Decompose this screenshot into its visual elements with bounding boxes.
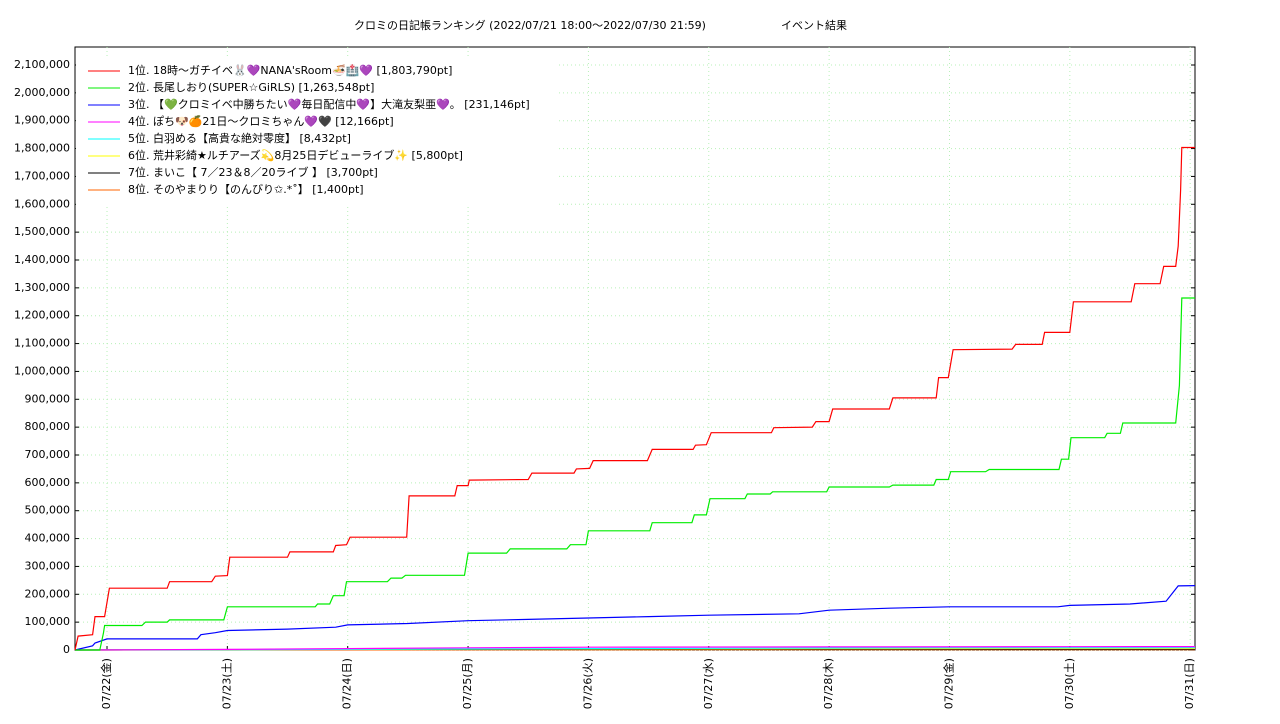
y-tick-label: 700,000 <box>25 448 71 461</box>
y-tick-label: 800,000 <box>25 420 71 433</box>
y-tick-label: 1,500,000 <box>14 225 70 238</box>
legend-label: 4位. ぽち🐶🍊21日〜クロミちゃん💜🖤 [12,166pt] <box>128 114 394 128</box>
x-tick-label: 07/25(月) <box>461 658 474 709</box>
legend-label: 3位. 【💚クロミイベ中勝ちたい💜毎日配信中💜】大滝友梨亜💜。 [231,146… <box>128 97 530 111</box>
y-tick-label: 300,000 <box>25 559 71 572</box>
y-tick-label: 2,000,000 <box>14 86 70 99</box>
y-tick-label: 1,800,000 <box>14 142 70 155</box>
x-tick-label: 07/31(日) <box>1183 658 1196 709</box>
y-tick-label: 200,000 <box>25 587 71 600</box>
y-tick-label: 400,000 <box>25 532 71 545</box>
series-line <box>75 298 1195 650</box>
x-tick-label: 07/27(水) <box>702 658 715 709</box>
y-tick-label: 500,000 <box>25 504 71 517</box>
y-tick-label: 1,100,000 <box>14 337 70 350</box>
y-tick-label: 1,300,000 <box>14 281 70 294</box>
y-tick-label: 900,000 <box>25 392 71 405</box>
series-line <box>75 148 1195 651</box>
chart-subtitle: イベント結果 <box>781 18 847 32</box>
x-tick-label: 07/26(火) <box>581 658 594 709</box>
y-tick-label: 1,900,000 <box>14 114 70 127</box>
y-tick-label: 1,000,000 <box>14 364 70 377</box>
y-tick-label: 2,100,000 <box>14 58 70 71</box>
x-tick-label: 07/30(土) <box>1063 658 1076 709</box>
legend-label: 8位. そのやまりり【のんびり✩.*˚】 [1,400pt] <box>128 182 364 196</box>
legend-label: 1位. 18時〜ガチイベ🐰💜NANA'sRoom🍜🏥💜 [1,803,790pt… <box>128 63 452 77</box>
y-tick-label: 1,400,000 <box>14 253 70 266</box>
x-tick-label: 07/28(木) <box>822 658 835 709</box>
x-tick-label: 07/22(金) <box>99 658 113 709</box>
y-tick-label: 1,200,000 <box>14 309 70 322</box>
x-tick-label: 07/24(日) <box>341 658 354 709</box>
chart-title: クロミの日記帳ランキング (2022/07/21 18:00〜2022/07/3… <box>354 18 706 32</box>
legend-label: 7位. まいこ【 7／23＆8／20ライブ 】 [3,700pt] <box>128 165 378 179</box>
x-tick-label: 07/29(金) <box>941 658 955 709</box>
legend-label: 2位. 長尾しおり(SUPER☆GiRLS) [1,263,548pt] <box>128 80 374 94</box>
y-tick-label: 100,000 <box>25 615 71 628</box>
y-tick-label: 1,600,000 <box>14 197 70 210</box>
legend-label: 5位. 白羽める【高貴な絶対零度】 [8,432pt] <box>128 131 351 145</box>
series-line <box>75 586 1195 650</box>
y-tick-label: 600,000 <box>25 476 71 489</box>
y-tick-label: 0 <box>63 643 70 656</box>
legend-label: 6位. 荒井彩綺★ルチアーズ💫8月25日デビューライブ✨ [5,800pt] <box>128 148 463 163</box>
y-tick-label: 1,700,000 <box>14 169 70 182</box>
x-tick-label: 07/23(土) <box>220 658 233 709</box>
